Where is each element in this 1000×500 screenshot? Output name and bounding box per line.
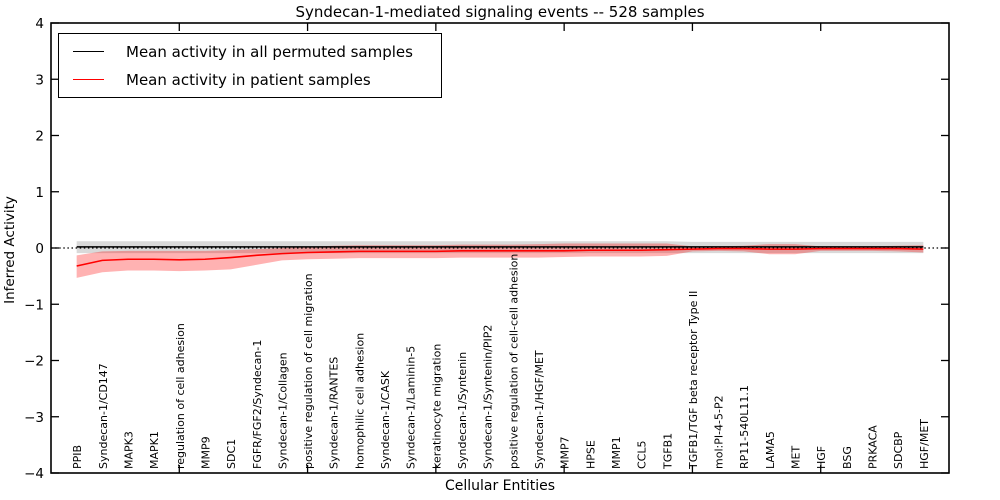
- legend: Mean activity in all permuted samples Me…: [58, 33, 442, 98]
- x-axis-label: Cellular Entities: [444, 478, 556, 494]
- x-tick-label: regulation of cell adhesion: [174, 323, 187, 469]
- y-tick-label: 4: [35, 16, 44, 32]
- legend-label-permuted: Mean activity in all permuted samples: [126, 42, 413, 61]
- y-tick-label: 3: [35, 72, 44, 88]
- y-tick-label: 2: [35, 129, 44, 145]
- y-tick-label: −2: [24, 354, 44, 370]
- x-tick-label: homophilic cell adhesion: [353, 333, 366, 469]
- x-tick-label: MMP1: [610, 436, 623, 469]
- y-tick-label: −4: [24, 466, 44, 482]
- chart-title: Syndecan-1-mediated signaling events -- …: [295, 3, 705, 21]
- x-tick-label: Syndecan-1/CD147: [97, 363, 110, 469]
- permuted-line-swatch: [73, 51, 104, 52]
- x-tick-label: Syndecan-1/Syntenin: [456, 352, 469, 469]
- x-tick-label: HGF/MET: [918, 419, 931, 469]
- x-tick-label: RP11-540L11.1: [738, 385, 751, 469]
- x-tick-label: positive regulation of cell-cell adhesio…: [507, 254, 520, 469]
- x-tick-label: FGFR/FGF2/Syndecan-1: [251, 340, 264, 469]
- y-axis-label: Inferred Activity: [2, 196, 18, 304]
- y-tick-label: −3: [24, 410, 44, 426]
- patient-line-swatch: [73, 79, 104, 80]
- x-tick-label: Syndecan-1/Collagen: [276, 352, 289, 469]
- x-tick-label: mol:PI-4-5-P2: [713, 395, 726, 469]
- x-tick-label: Syndecan-1/HGF/MET: [533, 350, 546, 469]
- x-tick-label: Syndecan-1/CASK: [379, 370, 392, 469]
- x-tick-label: SDCBP: [892, 431, 905, 469]
- x-tick-label: BSG: [841, 446, 854, 469]
- y-tick-label: 0: [35, 241, 44, 257]
- legend-item-patient: Mean activity in patient samples: [73, 69, 441, 91]
- patient-confidence-band: [76, 243, 924, 278]
- x-tick-label: LAMA5: [764, 431, 777, 469]
- legend-item-permuted: Mean activity in all permuted samples: [73, 41, 441, 63]
- x-tick-label: MAPK1: [148, 431, 161, 469]
- x-tick-label: PRKACA: [867, 425, 880, 469]
- x-tick-label: TGFB1: [661, 433, 674, 470]
- x-tick-label: PPIB: [71, 445, 84, 469]
- x-tick-label: MAPK3: [122, 431, 135, 469]
- x-tick-label: HGF: [815, 446, 828, 469]
- x-tick-label: Syndecan-1/RANTES: [328, 357, 341, 469]
- x-tick-label: Syndecan-1/Laminin-5: [405, 346, 418, 469]
- x-tick-label: Syndecan-1/Syntenin/PIP2: [482, 325, 495, 469]
- legend-label-patient: Mean activity in patient samples: [126, 70, 371, 89]
- patient-mean-line: [76, 247, 924, 267]
- y-tick-label: 1: [35, 185, 44, 201]
- x-tick-label: positive regulation of cell migration: [302, 273, 315, 469]
- x-tick-label: SDC1: [225, 439, 238, 469]
- x-tick-label: MMP7: [559, 436, 572, 469]
- x-tick-label: MET: [790, 446, 803, 469]
- y-tick-label: −1: [24, 297, 44, 313]
- x-tick-label: keratinocyte migration: [430, 344, 443, 469]
- x-tick-label: HPSE: [584, 440, 597, 469]
- x-tick-label: MMP9: [199, 436, 212, 469]
- x-tick-label: TGFB1/TGF beta receptor Type II: [687, 291, 700, 470]
- x-tick-label: CCL5: [636, 441, 649, 470]
